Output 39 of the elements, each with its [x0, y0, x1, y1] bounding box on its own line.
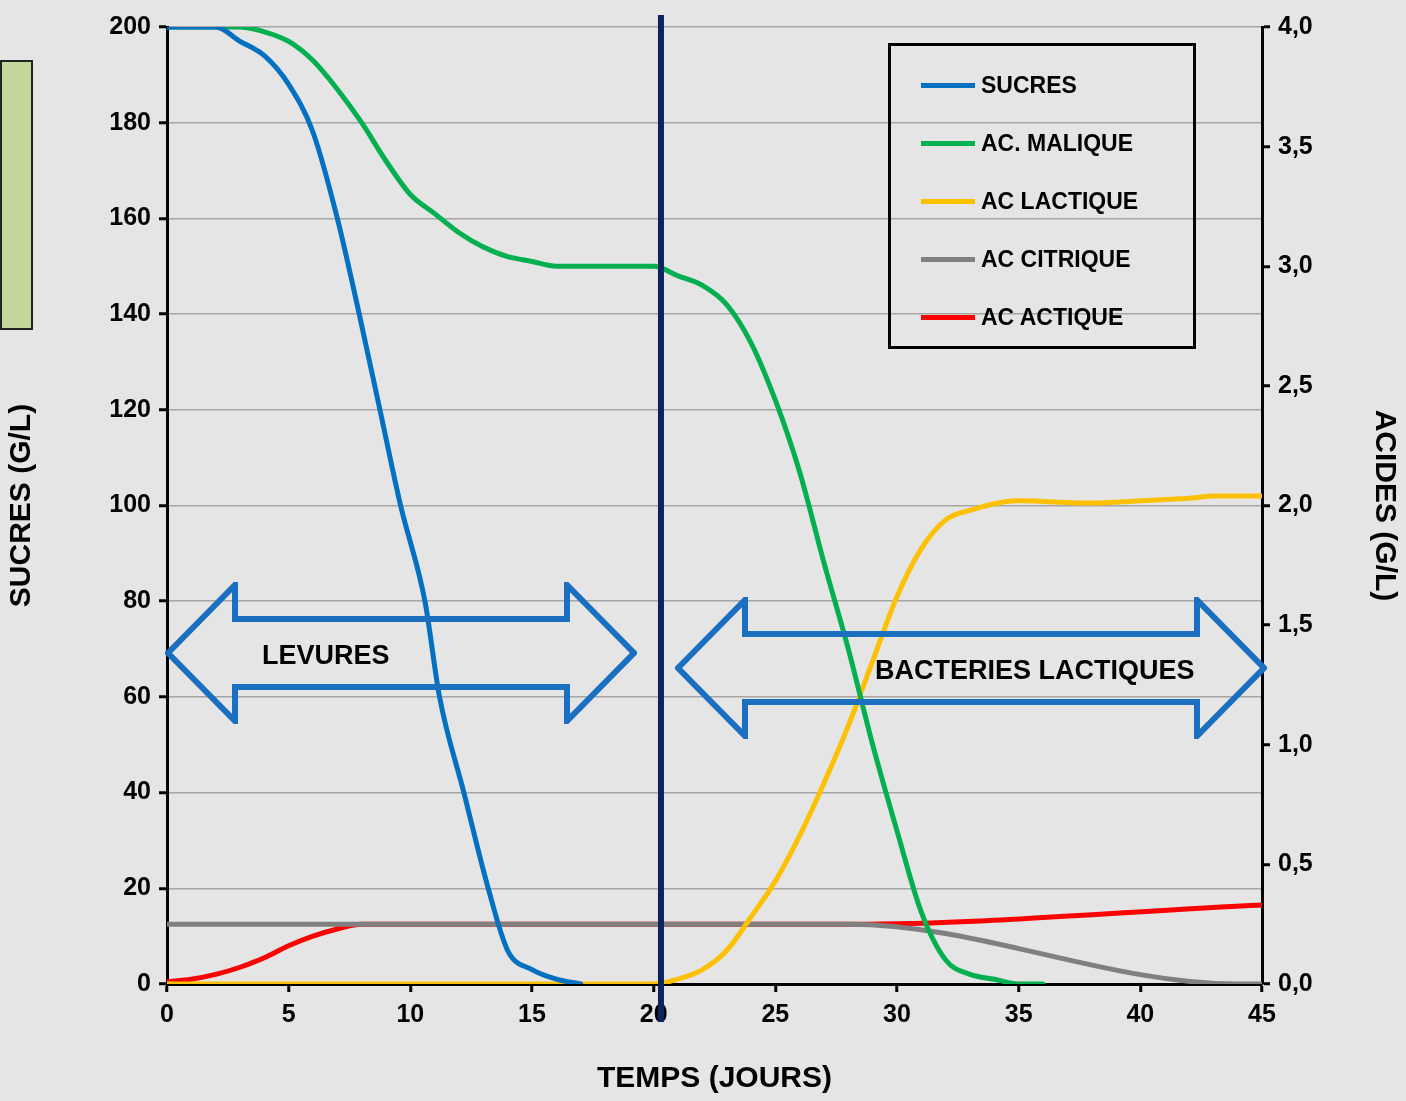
x-tick-label: 10: [396, 998, 425, 1027]
y2-axis-title: ACIDES (G/L): [1369, 409, 1403, 602]
y-tick-label: 20: [123, 872, 151, 901]
y2-tick-label: 0,5: [1278, 848, 1313, 877]
y2-tick-label: 2,0: [1278, 489, 1313, 518]
y-tick-label: 0: [137, 967, 151, 996]
x-tick-label: 15: [518, 998, 546, 1027]
y-tick-label: 140: [109, 297, 151, 326]
legend-label: AC. MALIQUE: [981, 129, 1134, 157]
y-tick-label: 120: [109, 393, 151, 422]
y2-tick-label: 1,0: [1278, 728, 1313, 757]
annotation: LEVURES: [262, 640, 390, 670]
x-axis-title: TEMPS (JOURS): [596, 1060, 833, 1094]
y-tick-label: 200: [109, 10, 151, 39]
y-tick-label: 80: [123, 585, 151, 614]
y-tick-label: 180: [109, 106, 151, 135]
y2-tick-label: 3,0: [1278, 250, 1313, 279]
y2-tick-label: 1,5: [1278, 609, 1313, 638]
legend-label: SUCRES: [981, 71, 1077, 99]
y-tick-label: 40: [123, 776, 151, 805]
y-tick-label: 60: [123, 680, 151, 709]
legend-label: AC ACTIQUE: [981, 303, 1124, 331]
x-tick-label: 45: [1248, 998, 1276, 1027]
x-tick-label: 40: [1126, 998, 1155, 1027]
y2-tick-label: 3,5: [1278, 130, 1313, 159]
y-tick-label: 160: [109, 202, 151, 231]
x-tick-label: 0: [160, 998, 174, 1027]
legend-label: AC LACTIQUE: [981, 187, 1139, 215]
x-tick-label: 30: [883, 998, 911, 1027]
y2-tick-label: 2,5: [1278, 369, 1313, 398]
y-tick-label: 100: [109, 489, 151, 518]
y2-tick-label: 0,0: [1278, 967, 1313, 996]
annotation: BACTERIES LACTIQUES: [875, 655, 1195, 685]
x-tick-label: 35: [1004, 998, 1033, 1027]
y2-tick-label: 4,0: [1278, 10, 1313, 39]
x-tick-label: 5: [281, 998, 296, 1027]
legend-label: AC CITRIQUE: [981, 245, 1131, 273]
y-axis-title: SUCRES (G/L): [3, 403, 37, 608]
x-tick-label: 25: [761, 998, 790, 1027]
